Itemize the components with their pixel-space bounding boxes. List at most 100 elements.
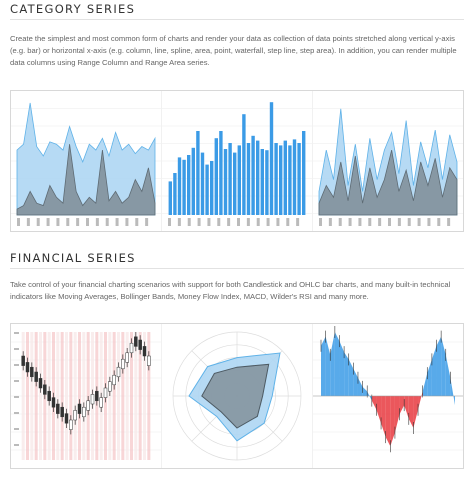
candlestick-chart-band <box>116 332 121 460</box>
candlestick-chart-candle <box>138 339 142 350</box>
column-chart-bar <box>269 102 274 215</box>
candlestick-chart-candle <box>21 355 25 366</box>
candlestick-chart-tick-label <box>14 396 19 398</box>
candlestick-chart-band <box>30 332 34 460</box>
indicator-chart-segment <box>450 377 455 406</box>
step-area-chart-tick-label <box>368 218 372 226</box>
candlestick-chart-band <box>125 332 129 460</box>
financial-section-title: FINANCIAL SERIES <box>10 251 136 265</box>
candlestick-chart-candle <box>77 403 82 414</box>
step-area-chart-tick-label <box>407 218 411 226</box>
column-chart-tick-label <box>256 218 260 226</box>
step-area-chart-tick-label <box>388 218 391 226</box>
radar-chart-series-2-polygon <box>201 363 270 429</box>
candlestick-chart-band <box>60 332 64 460</box>
range-area-chart-tick-label <box>86 218 89 226</box>
column-chart-bar <box>256 140 260 215</box>
column-chart-tick-label <box>286 218 290 226</box>
column-chart-tick-label <box>168 218 171 226</box>
step-area-chart-tick-label <box>328 218 332 226</box>
category-section-description: Create the simplest and most common form… <box>10 34 457 67</box>
candlestick-chart-candle <box>99 397 103 408</box>
candlestick-chart-band <box>69 332 73 460</box>
candlestick-chart-candle <box>64 413 69 424</box>
financial-charts-svg <box>11 324 463 468</box>
column-chart-bar <box>288 145 292 215</box>
candlestick-chart-candle <box>108 381 112 392</box>
candlestick-chart-candle <box>134 336 138 347</box>
column-chart-bar <box>168 181 172 215</box>
range-area-chart-tick-label <box>56 218 60 226</box>
column-chart-bar <box>297 143 301 215</box>
range-area-chart-tick-label <box>66 218 70 226</box>
range-area-chart-tick-label <box>145 218 149 226</box>
column-chart-tick-label <box>197 218 201 226</box>
column-chart-bar <box>246 143 251 215</box>
candlestick-chart-candle <box>142 346 147 357</box>
column-chart-tick-label <box>296 218 300 226</box>
column-chart-bar <box>210 161 214 215</box>
candlestick-chart-band <box>21 332 25 460</box>
candlestick-chart-candle <box>125 352 129 363</box>
column-chart-bar <box>196 131 200 215</box>
candlestick-chart-band <box>34 332 38 460</box>
candlestick-chart-band <box>121 332 125 460</box>
indicator-chart-segment <box>413 396 419 428</box>
range-area-chart-tick-label <box>105 218 109 226</box>
column-chart-bar <box>233 152 237 215</box>
column-chart-tick-label <box>207 218 211 226</box>
candlestick-chart-band <box>134 332 138 460</box>
candlestick-chart-candle <box>34 371 38 382</box>
category-section-title: CATEGORY SERIES <box>10 2 136 16</box>
financial-charts-image <box>10 323 464 469</box>
category-title-divider <box>10 19 464 20</box>
step-area-chart-tick-label <box>437 218 441 226</box>
indicator-chart-segment <box>436 336 442 396</box>
column-chart-bar <box>228 143 232 215</box>
range-area-chart-series-1-area <box>16 102 156 216</box>
candlestick-chart-tick-label <box>14 364 19 366</box>
column-chart-tick-label <box>187 218 191 226</box>
candlestick-chart-band <box>82 332 86 460</box>
range-area-chart-tick-label <box>17 218 20 226</box>
column-chart-tick-label <box>246 218 250 226</box>
column-chart-bar <box>177 157 182 215</box>
step-area-chart-tick-label <box>378 218 382 226</box>
range-area-chart-tick-label <box>26 218 30 226</box>
step-area-chart-tick-label <box>447 218 451 226</box>
column-chart-bar <box>274 143 278 215</box>
candlestick-chart-candle <box>147 355 151 366</box>
candlestick-chart-band <box>25 332 30 460</box>
candlestick-chart-candle <box>43 384 47 395</box>
candlestick-chart-tick-label <box>14 348 19 350</box>
column-chart-bar <box>200 152 205 215</box>
candlestick-chart-candle <box>30 366 34 378</box>
indicator-chart-segment <box>427 359 432 396</box>
indicator-chart-segment <box>422 373 428 396</box>
column-chart-bar <box>237 145 241 215</box>
candlestick-chart-band <box>73 332 77 460</box>
column-chart-bar <box>302 131 306 215</box>
candlestick-chart-band <box>64 332 69 460</box>
column-chart-bar <box>182 159 186 215</box>
column-chart-tick-label <box>177 218 181 226</box>
candlestick-chart-tick-label <box>14 428 19 430</box>
column-chart-bar <box>283 140 287 215</box>
candlestick-chart-band <box>56 332 60 460</box>
indicator-chart-segment <box>321 336 326 396</box>
column-chart-bar <box>187 155 191 215</box>
indicator-chart-segment <box>362 386 368 396</box>
candlestick-chart-candle <box>38 378 43 389</box>
indicator-chart-segment <box>344 352 349 396</box>
column-chart-tick-label <box>266 218 270 226</box>
candlestick-chart-candle <box>60 406 64 418</box>
candlestick-chart-candle <box>86 400 90 411</box>
category-charts-image <box>10 90 464 232</box>
column-chart-bar <box>191 147 195 215</box>
step-area-chart-tick-label <box>358 218 362 226</box>
financial-title-divider <box>10 268 464 269</box>
range-area-chart-tick-label <box>36 218 40 226</box>
column-chart-bar <box>260 149 264 215</box>
candlestick-chart-band <box>142 332 147 460</box>
step-area-chart-tick-label <box>348 218 352 226</box>
